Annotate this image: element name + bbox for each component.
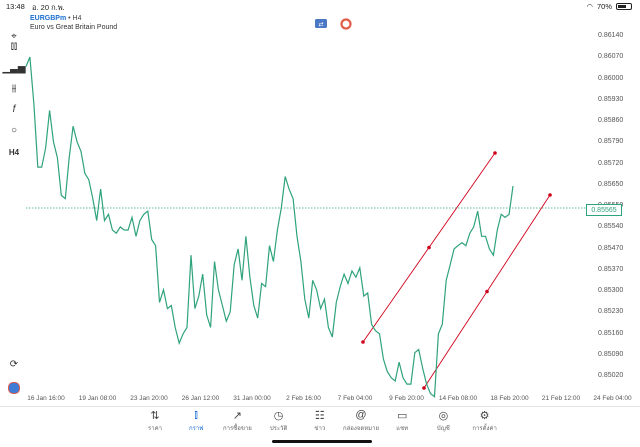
y-tick-label: 0.85020 (598, 372, 624, 379)
x-tick-label: 21 Feb 12:00 (541, 395, 581, 402)
buy-sell-glyph: ⇄ (318, 21, 323, 28)
buy-sell-icon[interactable] (315, 19, 327, 28)
y-tick-label: 0.85230 (598, 308, 624, 316)
x-tick-label: 19 Jan 08:00 (78, 395, 117, 402)
x-tick-label: 31 Jan 00:00 (233, 395, 271, 402)
y-tick-label: 0.86000 (598, 74, 624, 82)
time-axis: 16 Jan 16:00 19 Jan 08:00 23 Jan 20:00 26 J… (26, 394, 632, 406)
nav-label: แชท (396, 426, 409, 432)
nav-settings[interactable]: ⚙ การตั้งค่า (465, 409, 505, 433)
battery-percent: 70% (596, 2, 612, 11)
x-tick-label: 26 Jan 12:00 (181, 395, 220, 402)
history-icon: ◷ (273, 410, 284, 422)
battery-icon (616, 3, 632, 10)
trend-anchor-point[interactable] (427, 245, 431, 250)
x-tick-label: 23 Jan 20:00 (130, 395, 168, 402)
chart-icon: ⫾ (194, 409, 198, 421)
price-axis: 0.86140 0.86070 0.86000 0.85930 0.85860 0.857… (590, 22, 640, 394)
indicator-icon[interactable]: ⫾⫾ (10, 40, 18, 52)
nav-quotes[interactable]: ⇅ ราคา (135, 409, 175, 433)
y-tick-label: 0.86140 (598, 32, 624, 39)
chat-icon: ▭ (396, 410, 408, 422)
nav-label: ข่าว (314, 426, 326, 432)
bottom-nav: ⇅ ราคา ⫾ กราฟ ↗ การซื้อขาย ◷ ประวัติ ☷ ข่าว @ กล่อง… (0, 406, 640, 439)
shapes-icon[interactable]: ○ (10, 124, 18, 136)
x-tick-label: 9 Feb 20:00 (389, 395, 424, 402)
account-icon: ◎ (438, 410, 449, 422)
trend-anchor-point[interactable] (485, 289, 489, 294)
y-tick-label: 0.86070 (598, 53, 624, 61)
y-tick-label: 0.85090 (598, 350, 624, 358)
x-tick-label: 2 Feb 16:00 (286, 395, 321, 402)
nav-history[interactable]: ◷ ประวัติ (259, 409, 299, 433)
nav-label: กราฟ (188, 426, 204, 432)
y-tick-label: 0.85790 (598, 138, 624, 146)
nav-label: กล่องจดหมาย (342, 426, 380, 432)
y-tick-label: 0.85720 (598, 159, 624, 167)
mt5-logo-icon[interactable] (4, 380, 24, 396)
symbol-header[interactable]: EURGBPm • H4 Euro vs Great Britain Pound (30, 15, 118, 31)
nav-label: ประวัติ (269, 426, 288, 432)
nav-chat[interactable]: ▭ แชท (382, 409, 422, 433)
quotes-icon: ⇅ (150, 410, 160, 422)
nav-label: บัญชี (436, 426, 450, 432)
status-bar: 13:48 อ. 20 ก.พ. ◠ 70% (0, 0, 640, 14)
x-tick-label: 18 Feb 20:00 (490, 395, 529, 402)
x-tick-label: 16 Jan 16:00 (27, 395, 65, 402)
nav-chart[interactable]: ⫾ กราฟ (176, 409, 216, 433)
y-tick-label: 0.85860 (598, 117, 624, 124)
crosshair-icon[interactable]: ⌖ (11, 30, 17, 42)
one-click-icon[interactable] (340, 18, 352, 30)
nav-label: ราคา (148, 426, 162, 432)
price-series (25, 56, 514, 398)
x-tick-label: 7 Feb 04:00 (337, 395, 373, 402)
function-icon[interactable]: f (12, 103, 16, 115)
current-price-tag: 0.85565 (586, 204, 622, 216)
nav-label: การตั้งค่า (472, 426, 497, 432)
mailbox-icon: @ (355, 409, 367, 421)
nav-mailbox[interactable]: @ กล่องจดหมาย (341, 409, 381, 433)
status-date: อ. 20 ก.พ. (32, 3, 65, 12)
y-tick-label: 0.85370 (598, 265, 624, 273)
y-tick-label: 0.85160 (598, 329, 624, 337)
news-icon: ☷ (314, 410, 325, 422)
objects-icon[interactable]: ▁▃▅ (2, 62, 26, 74)
trend-anchor-point[interactable] (548, 193, 552, 197)
trend-anchor-point[interactable] (361, 340, 365, 344)
cycle-icon[interactable]: ⟳ (9, 358, 19, 370)
home-indicator[interactable] (272, 440, 372, 443)
nav-trade[interactable]: ↗ การซื้อขาย (217, 409, 257, 433)
timeframe-icon[interactable]: H4 (8, 147, 20, 157)
status-time: 13:48 (6, 2, 25, 11)
trend-anchor-point[interactable] (493, 151, 497, 155)
symbol-timeframe: H4 (72, 15, 82, 22)
settings-icon: ⚙ (479, 410, 490, 422)
y-tick-label: 0.85470 (598, 244, 624, 252)
trend-anchor-point[interactable] (422, 386, 426, 390)
settings-icon[interactable]: ⫵ (11, 82, 17, 94)
y-tick-label: 0.85930 (598, 95, 624, 103)
y-tick-label: 0.85650 (598, 180, 624, 188)
x-tick-label: 24 Feb 04:00 (593, 395, 632, 402)
nav-label: การซื้อขาย (222, 426, 252, 432)
nav-account[interactable]: ◎ บัญชี (423, 409, 463, 433)
trade-icon: ↗ (232, 410, 242, 422)
x-tick-label: 14 Feb 08:00 (438, 395, 478, 402)
y-tick-label: 0.85540 (598, 223, 624, 231)
nav-news[interactable]: ☷ ข่าว (300, 409, 340, 433)
status-right: ◠ 70% (586, 2, 632, 11)
symbol-code[interactable]: EURGBPm (30, 15, 67, 22)
y-tick-label: 0.85300 (598, 287, 624, 294)
symbol-description: Euro vs Great Britain Pound (30, 24, 118, 31)
wifi-icon: ◠ (586, 2, 593, 11)
